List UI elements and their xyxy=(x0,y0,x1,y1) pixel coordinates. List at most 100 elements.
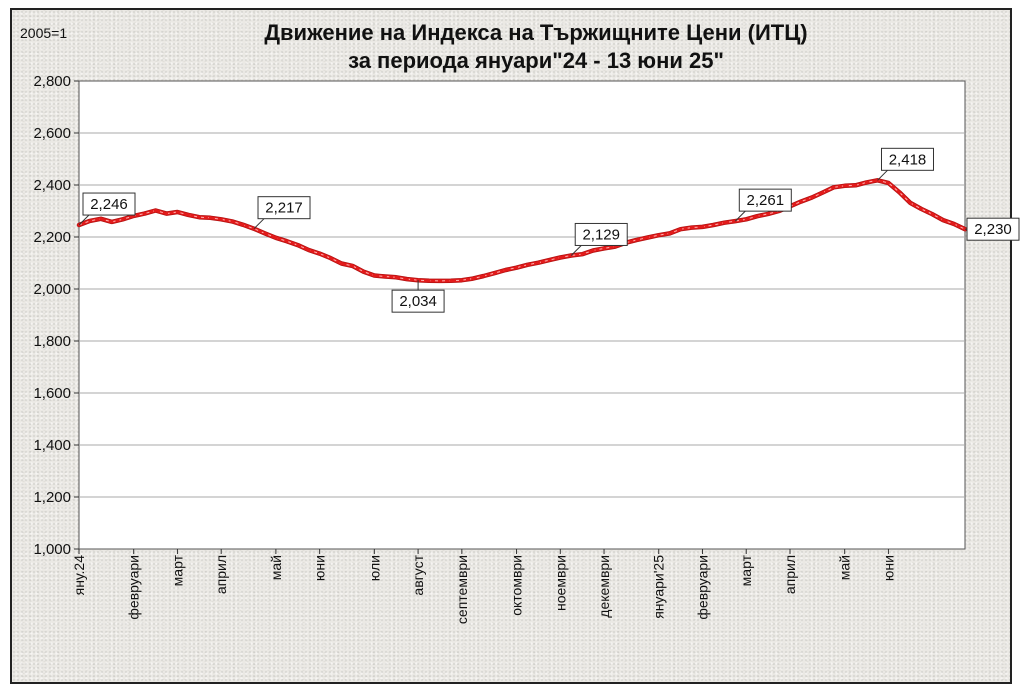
data-point xyxy=(547,258,551,262)
data-label-leader xyxy=(78,214,90,226)
x-tick-label: февруари xyxy=(694,555,710,620)
y-axis: 1,000 1,200 1,400 1,600 1,800 2,000 2,200 2,400… xyxy=(33,73,79,558)
x-tick-label: април xyxy=(782,555,798,594)
data-point xyxy=(799,200,803,204)
data-point xyxy=(460,278,464,282)
data-point xyxy=(941,218,945,222)
series-layer xyxy=(76,178,968,284)
y-tick-label: 2,200 xyxy=(33,229,71,246)
x-tick-label: октомври xyxy=(509,555,525,616)
y-tick-label: 1,400 xyxy=(33,437,71,454)
data-point xyxy=(679,227,683,231)
series-line-dashes xyxy=(78,179,966,282)
data-point xyxy=(241,223,245,227)
data-label-box xyxy=(574,222,628,246)
x-tick-label: септември xyxy=(454,555,470,624)
data-point xyxy=(471,277,475,281)
data-point xyxy=(930,212,934,216)
data-label-leader xyxy=(877,169,888,181)
data-point xyxy=(230,219,234,223)
data-label-box xyxy=(257,196,311,220)
y-tick-label: 1,800 xyxy=(33,333,71,350)
data-point xyxy=(296,243,300,247)
data-label: 2,034 xyxy=(399,293,437,310)
data-point xyxy=(143,212,147,216)
y-tick-label: 2,600 xyxy=(33,125,71,142)
data-point xyxy=(99,217,103,221)
x-tick-label: май xyxy=(268,555,284,580)
data-point xyxy=(394,275,398,279)
data-point xyxy=(263,231,267,235)
chart-subtitle: за периода януари"24 - 13 юни 25" xyxy=(348,48,724,73)
data-point xyxy=(197,215,201,219)
data-point xyxy=(514,266,519,270)
data-point xyxy=(700,225,705,229)
data-point xyxy=(175,210,180,214)
data-point xyxy=(908,201,912,205)
data-point xyxy=(657,233,661,237)
y-tick-label: 2,400 xyxy=(33,177,71,194)
data-point xyxy=(405,277,409,281)
x-axis: яну.24 февруари март април май юни юли август се… xyxy=(71,549,896,624)
data-point xyxy=(383,274,387,279)
y-tick-label: 2,800 xyxy=(33,73,71,90)
data-point xyxy=(285,239,289,243)
x-tick-label: февруари xyxy=(126,555,142,620)
x-tick-label: ноември xyxy=(552,555,568,611)
plot-area xyxy=(78,80,966,550)
y-tick-label: 2,000 xyxy=(33,281,71,298)
data-label: 2,261 xyxy=(747,192,785,209)
data-label: 2,217 xyxy=(265,200,303,217)
data-point xyxy=(525,263,530,267)
y-tick-label: 1,000 xyxy=(33,541,71,558)
data-point xyxy=(832,185,836,189)
data-point xyxy=(711,223,716,227)
data-point xyxy=(602,246,606,251)
data-point xyxy=(821,190,825,195)
data-point xyxy=(580,252,584,256)
data-point xyxy=(755,214,759,218)
data-point xyxy=(427,279,431,283)
data-label-leader xyxy=(570,245,582,256)
data-label-leader xyxy=(734,210,746,222)
data-label: 2,246 xyxy=(90,196,128,213)
data-labels-layer: 2,246 2,217 2,034 2,129 2,261 2,418 2,230 xyxy=(78,147,1020,313)
data-point xyxy=(372,273,376,278)
data-point xyxy=(493,271,497,275)
x-tick-label: юли xyxy=(366,555,382,581)
data-point xyxy=(536,261,541,265)
data-point xyxy=(186,213,190,217)
data-point xyxy=(843,184,847,188)
data-point xyxy=(558,255,562,260)
data-point xyxy=(482,274,486,278)
data-point xyxy=(274,236,278,240)
data-point xyxy=(350,264,355,268)
data-label-box xyxy=(391,289,445,313)
data-point xyxy=(668,231,672,235)
data-point xyxy=(307,248,311,252)
x-tick-label: март xyxy=(169,554,185,586)
data-point xyxy=(449,279,453,283)
data-point xyxy=(164,212,169,216)
x-tick-label: юни xyxy=(880,555,896,581)
data-label-box xyxy=(966,217,1020,241)
data-point xyxy=(328,256,333,260)
data-point xyxy=(591,248,595,253)
base-index-label: 2005=1 xyxy=(20,25,67,41)
x-tick-label: март xyxy=(738,554,754,586)
y-tick-label: 1,200 xyxy=(33,489,71,506)
x-tick-label: януари'25 xyxy=(651,555,667,619)
data-label: 2,129 xyxy=(582,226,620,243)
gridlines xyxy=(79,132,965,498)
data-point xyxy=(121,217,125,221)
data-point xyxy=(744,217,748,221)
data-point xyxy=(219,217,223,221)
data-point xyxy=(897,190,901,194)
data-point xyxy=(153,208,158,213)
data-point xyxy=(635,238,639,242)
chart-title: Движение на Индекса на Тържищните Цени (… xyxy=(264,20,807,45)
data-point xyxy=(919,207,923,211)
data-point xyxy=(886,181,891,185)
x-tick-label: декември xyxy=(596,555,612,618)
data-point xyxy=(689,226,694,230)
